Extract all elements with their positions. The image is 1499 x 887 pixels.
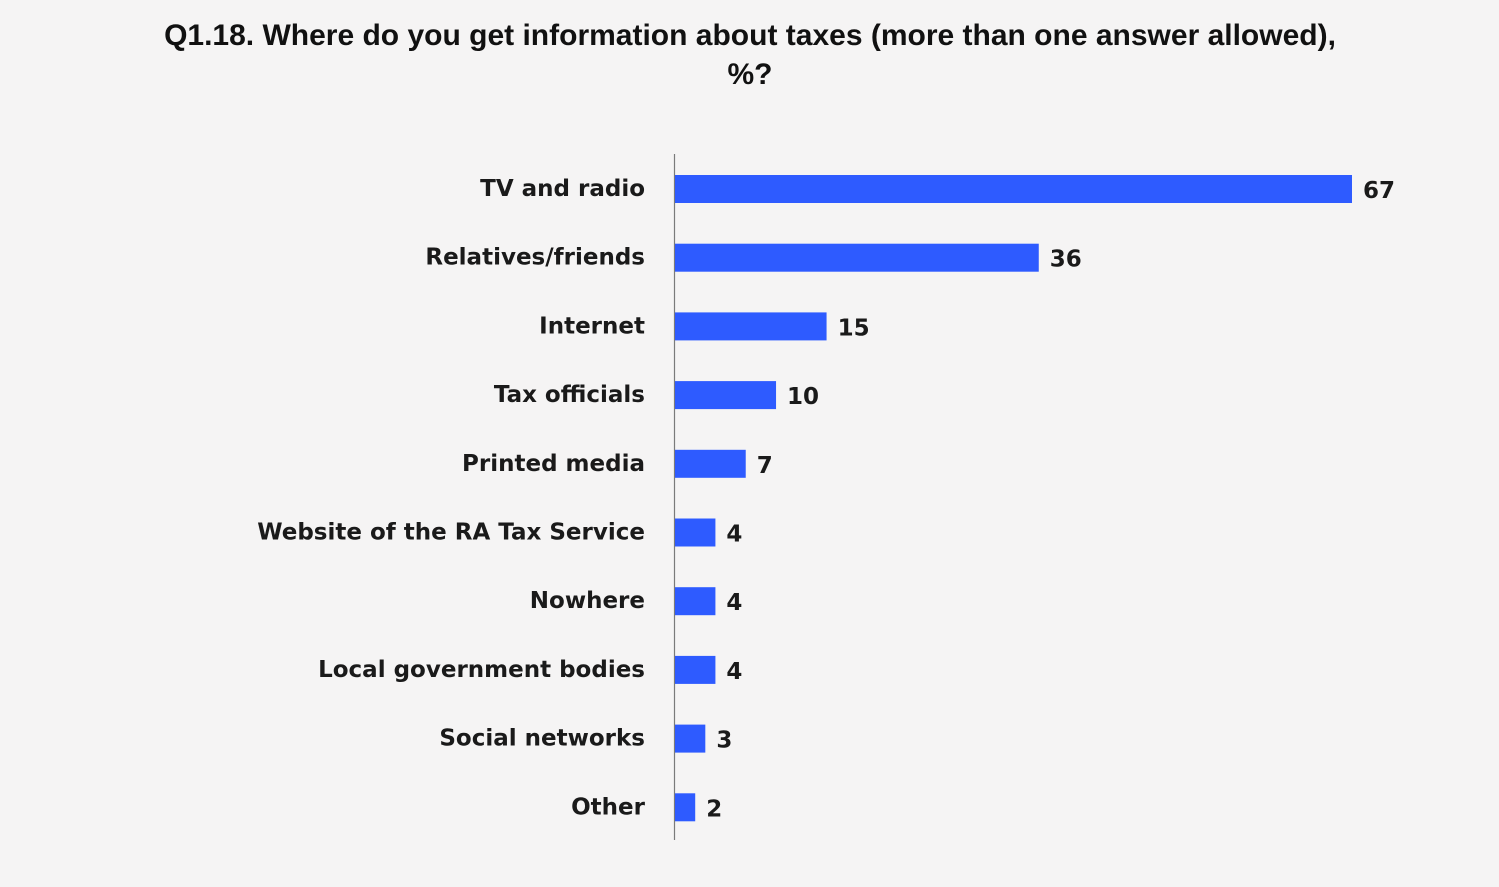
value-label-social-networks: 3 [716, 728, 732, 754]
category-label-other: Other [571, 794, 646, 820]
bars-layer [675, 175, 1352, 822]
value-label-tv-and-radio: 67 [1363, 178, 1395, 204]
value-label-website-of-the-ra-tax-service: 4 [726, 522, 742, 548]
value-label-tax-officials: 10 [787, 384, 819, 410]
category-label-nowhere: Nowhere [530, 588, 645, 614]
chart-title: Q1.18. Where do you get information abou… [164, 19, 1336, 91]
bar-other [675, 793, 696, 822]
category-label-tax-officials: Tax officials [494, 382, 645, 408]
value-labels: 67 36 15 10 7 4 4 4 3 2 [706, 178, 1395, 822]
bar-local-government-bodies [675, 655, 716, 684]
value-label-local-government-bodies: 4 [726, 659, 742, 685]
value-label-printed-media: 7 [757, 453, 773, 479]
category-label-printed-media: Printed media [462, 451, 645, 477]
bar-printed-media [675, 449, 746, 478]
value-label-other: 2 [706, 796, 722, 822]
category-label-tv-and-radio: TV and radio [480, 176, 645, 202]
category-labels: TV and radio Relatives/friends Internet Tax… [257, 176, 645, 820]
bar-internet [675, 312, 827, 341]
category-label-relatives-friends: Relatives/friends [425, 245, 645, 271]
bar-tv-and-radio [675, 175, 1352, 203]
value-label-internet: 15 [838, 315, 870, 341]
category-label-website-of-the-ra-tax-service: Website of the RA Tax Service [257, 520, 645, 546]
bar-relatives-friends [675, 243, 1039, 272]
category-label-local-government-bodies: Local government bodies [318, 657, 645, 683]
value-label-relatives-friends: 36 [1050, 247, 1082, 273]
category-label-internet: Internet [539, 313, 645, 339]
bar-social-networks [675, 724, 706, 753]
value-label-nowhere: 4 [726, 590, 742, 616]
bar-tax-officials [675, 381, 777, 410]
category-label-social-networks: Social networks [439, 726, 645, 752]
bar-website-of-the-ra-tax-service [675, 518, 716, 547]
bar-nowhere [675, 587, 716, 616]
